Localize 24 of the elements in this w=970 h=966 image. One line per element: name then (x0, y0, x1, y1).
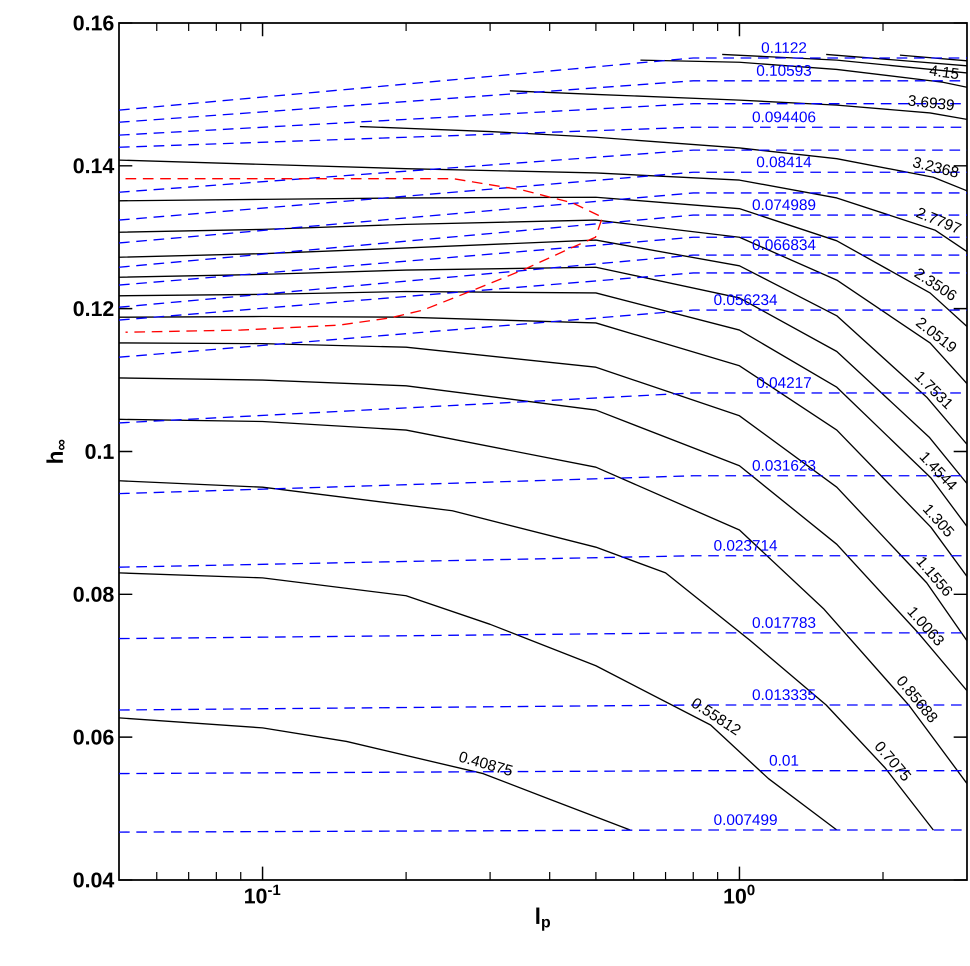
annotation: 0.013335 (752, 689, 816, 700)
annotation: 3.2368 (912, 157, 958, 178)
annotation: 0.007499 (714, 814, 777, 826)
annotation: 0.1122 (762, 42, 806, 54)
annotation: 2.7797 (916, 208, 962, 233)
y-axis-title: h$_{∞}$ (46, 440, 65, 463)
x-tick-label: 10$^{0}$ (724, 884, 755, 904)
y-tick-label: 0.16 (74, 15, 114, 31)
annotation: 0.094406 (752, 111, 816, 122)
annotation: 0.017783 (752, 617, 816, 628)
y-tick-label: 0.14 (74, 158, 114, 174)
annotation: 0.10593 (756, 65, 812, 76)
annotation: 0.08414 (756, 156, 812, 168)
annotation: 0.40875 (459, 752, 513, 776)
y-tick-label: 0.1 (85, 444, 114, 460)
x-axis-title: l$_{p}$ (536, 908, 550, 931)
annotation: 3.6939 (908, 95, 954, 110)
y-tick-label: 0.08 (74, 586, 114, 602)
annotation: 0.074989 (752, 199, 816, 210)
y-tick-label: 0.04 (74, 872, 114, 888)
annotation: 0.01 (770, 754, 798, 766)
y-tick-label: 0.12 (74, 301, 114, 316)
y-tick-label: 0.06 (74, 730, 114, 745)
x-tick-label: 10$^{-1}$ (245, 884, 280, 904)
